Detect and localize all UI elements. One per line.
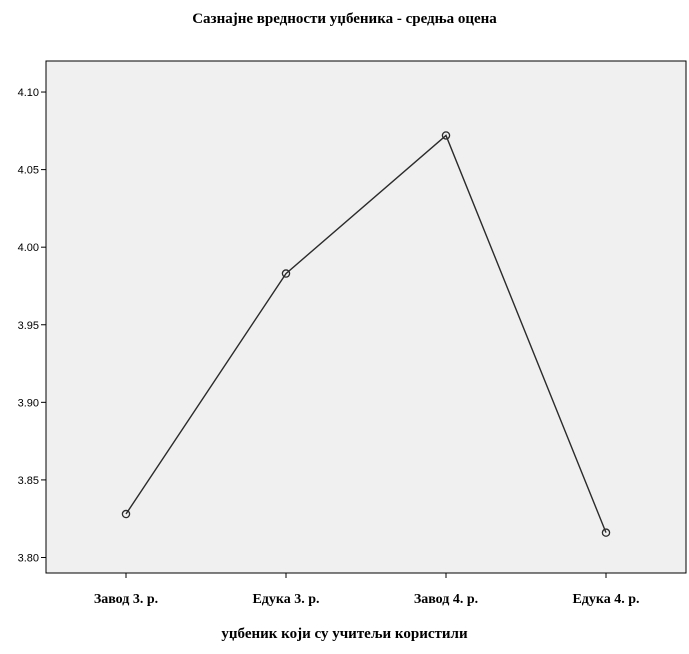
y-tick-label: 4.00: [18, 242, 39, 254]
x-tick-label: Завод 3. р.: [94, 592, 158, 607]
y-tick-label: 4.05: [18, 165, 39, 177]
y-tick-label: 3.90: [18, 397, 39, 409]
chart-title: Сазнајне вредности уџбеника - средња оце…: [192, 11, 497, 27]
y-axis: 3.80 3.85 3.90 3.95 4.00 4.05 4.10: [18, 87, 46, 564]
y-tick-label: 3.85: [18, 475, 39, 487]
y-tick-label: 3.80: [18, 552, 39, 564]
x-axis-label: уџбеник који су учитељи користили: [221, 626, 468, 642]
data-point-marker: [601, 528, 611, 537]
data-point-marker: [121, 509, 131, 519]
data-point-marker: [281, 269, 291, 278]
series-line: [125, 134, 607, 533]
x-axis: Завод 3. р. Едука 3. р. Завод 4. р. Едука 4…: [94, 573, 640, 607]
x-tick-label: Едука 3. р.: [252, 592, 319, 607]
x-tick-label: Завод 4. р.: [414, 592, 478, 607]
y-tick-label: 4.10: [18, 87, 39, 99]
data-point-marker: [441, 131, 451, 140]
plot-area: [45, 60, 687, 574]
x-tick-label: Едука 4. р.: [572, 592, 639, 607]
y-tick-label: 3.95: [18, 320, 39, 332]
data-markers: [121, 131, 611, 537]
